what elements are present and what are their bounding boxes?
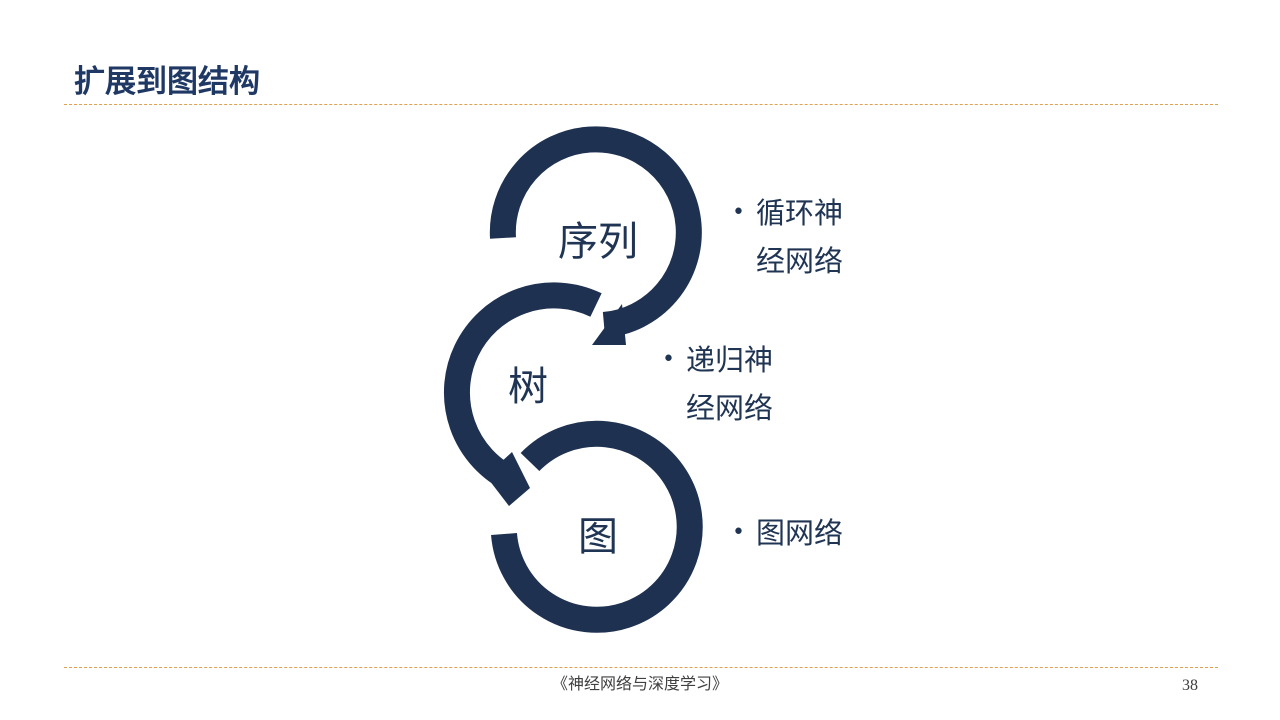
bullet-text-line: 递归神 [686,343,774,377]
ring-sequence-arrowhead [592,304,626,345]
bullet-text-line: 经网络 [756,244,844,278]
footer-divider [64,667,1218,668]
ring-sequence-arc [489,126,702,338]
bullet-recurrent-nn: • 循环神 经网络 [732,189,844,285]
node-label-graph: 图 [578,514,618,560]
page-number: 38 [1182,677,1198,694]
ring-graph: 图 [491,420,703,633]
header-divider [64,104,1218,105]
bullet-dot: • [732,200,745,225]
ring-tree-arrowhead [486,452,530,506]
bullet-dot: • [662,347,675,372]
bullet-recursive-nn: • 递归神 经网络 [662,336,774,432]
slide-title: 扩展到图结构 [74,64,260,100]
footer-book-title: 《神经网络与深度学习》 [551,674,728,693]
bullet-graph-nn: • 图网络 [732,509,844,557]
bullet-text-line: 经网络 [686,391,774,425]
ring-tree-arc [443,282,602,492]
bullet-dot: • [732,520,745,545]
node-label-sequence: 序列 [558,219,638,265]
ring-sequence: 序列 [489,126,702,345]
ring-tree: 树 [443,282,602,506]
node-label-tree: 树 [508,364,548,410]
bullet-text-line: 图网络 [756,516,844,550]
ring-graph-arc [491,420,703,633]
bullet-text-line: 循环神 [756,196,844,230]
